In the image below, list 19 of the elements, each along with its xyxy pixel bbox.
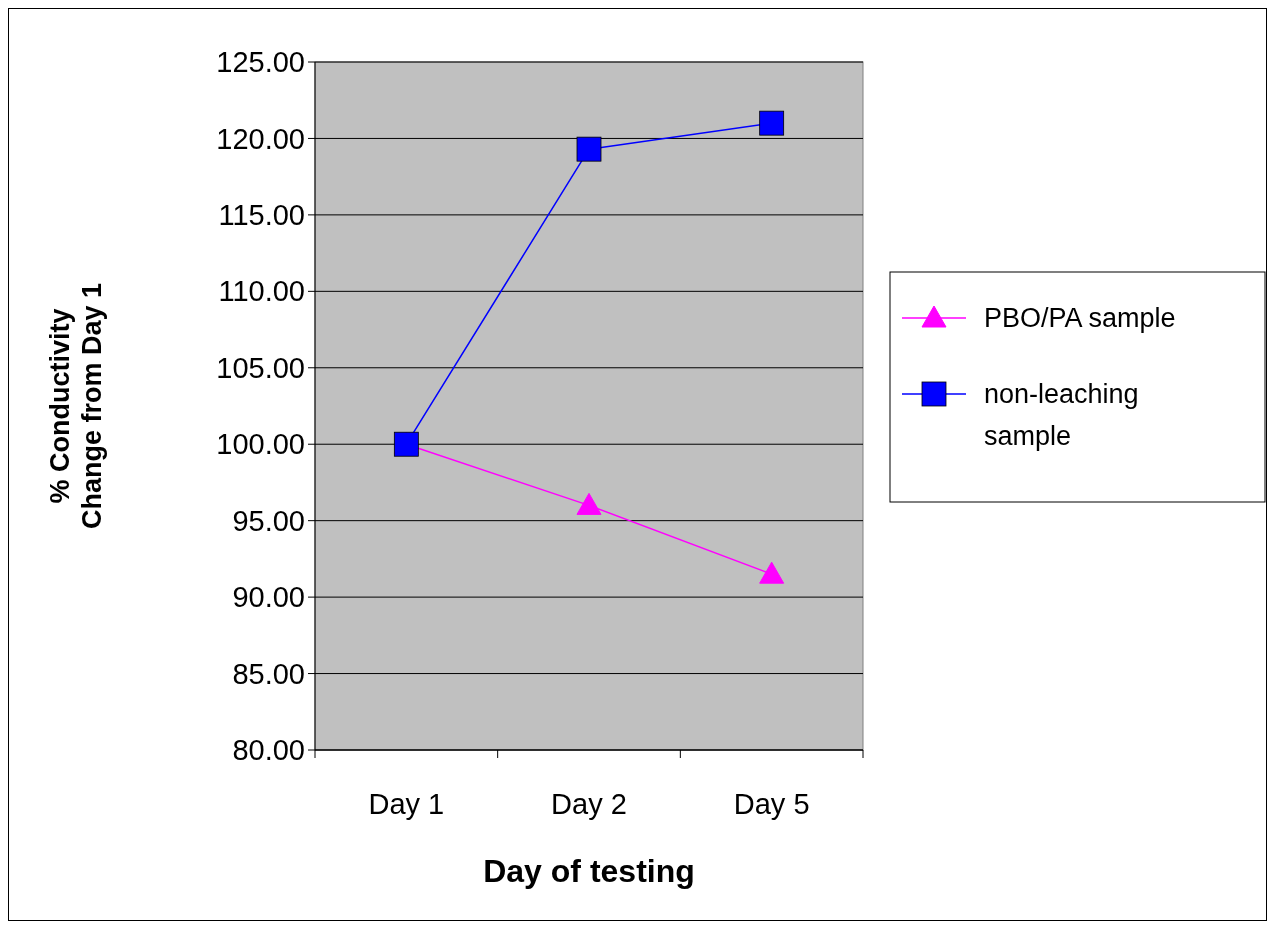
x-axis-title: Day of testing [483, 853, 695, 889]
legend-label: non-leaching sample [984, 379, 1139, 452]
y-tick-label: 120.00 [216, 122, 305, 155]
y-tick-label: 105.00 [216, 351, 305, 384]
legend-label: PBO/PA sample [984, 303, 1176, 334]
y-tick-label: 125.00 [216, 46, 305, 79]
y-tick-label: 95.00 [232, 504, 305, 537]
point [759, 110, 785, 136]
y-tick-label: 80.00 [232, 734, 305, 767]
y-tick-label: 85.00 [232, 657, 305, 690]
y-tick-label: 110.00 [218, 275, 305, 308]
y-tick-label: 90.00 [232, 581, 305, 614]
x-tick-label: Day 1 [368, 788, 445, 820]
y-axis-title: % Conductivity Change from Day 1 [45, 282, 107, 530]
x-tick-label: Day 5 [733, 788, 810, 820]
y-tick-label: 100.00 [216, 428, 305, 461]
y-tick-label: 115.00 [218, 199, 305, 232]
point [576, 136, 602, 162]
x-tick-label: Day 2 [551, 788, 627, 820]
